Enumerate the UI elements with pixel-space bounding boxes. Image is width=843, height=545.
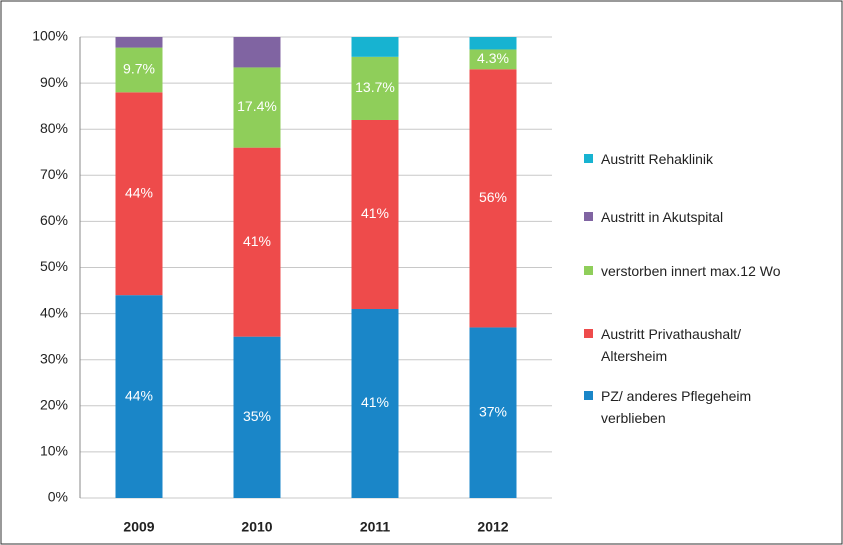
y-tick-label: 90% <box>40 74 68 90</box>
y-tick-label: 40% <box>40 304 68 320</box>
y-tick-label: 100% <box>32 28 68 44</box>
bar-segment <box>469 327 517 498</box>
bar-segment <box>233 147 281 337</box>
y-tick-label: 50% <box>40 258 68 274</box>
x-tick-label: 2011 <box>360 519 391 535</box>
data-label: 41% <box>243 233 271 249</box>
legend-swatch <box>584 212 593 221</box>
legend-label: PZ/ anderes Pflegeheim verblieben <box>601 388 752 426</box>
legend-entry: Austritt Privathaushalt/ Altersheim <box>584 323 799 367</box>
bar-segment <box>115 37 163 48</box>
y-tick-label: 80% <box>40 120 68 136</box>
bar-segment <box>115 295 163 498</box>
x-tick-label: 2010 <box>241 519 272 535</box>
y-tick-label: 30% <box>40 350 68 366</box>
data-label: 4.3% <box>477 50 509 66</box>
legend-entry: Austritt in Akutspital <box>584 206 799 228</box>
y-tick-label: 60% <box>40 212 68 228</box>
data-label: 35% <box>243 408 271 424</box>
legend-entry: PZ/ anderes Pflegeheim verblieben <box>584 385 799 429</box>
y-tick-label: 70% <box>40 166 68 182</box>
legend-label: Austritt Privathaushalt/ Altersheim <box>601 326 742 364</box>
data-label: 56% <box>479 189 507 205</box>
x-tick-label: 2012 <box>477 519 508 535</box>
bar-segment <box>351 56 399 120</box>
legend-label: Austritt Rehaklinik <box>601 151 714 167</box>
y-tick-label: 0% <box>48 489 68 505</box>
bar-segment <box>115 47 163 93</box>
legend-entry: verstorben innert max.12 Wo <box>584 260 799 282</box>
bar-segment <box>233 67 281 148</box>
bar-segment <box>469 37 517 50</box>
legend-swatch <box>584 154 593 163</box>
legend-label: verstorben innert max.12 Wo <box>601 263 781 279</box>
data-label: 41% <box>361 205 389 221</box>
legend-swatch <box>584 329 593 338</box>
bar-segment <box>115 92 163 296</box>
data-label: 41% <box>361 394 389 410</box>
bar-segment <box>351 308 399 498</box>
data-label: 13.7% <box>355 79 395 95</box>
bar-segment <box>469 49 517 70</box>
data-label: 44% <box>125 184 153 200</box>
bar-segment <box>469 69 517 328</box>
data-label: 37% <box>479 403 507 419</box>
legend-label: Austritt in Akutspital <box>601 209 724 225</box>
legend-entry: Austritt Rehaklinik <box>584 148 799 170</box>
x-tick-label: 2009 <box>123 519 154 535</box>
y-tick-label: 20% <box>40 397 68 413</box>
bar-segment <box>233 37 281 68</box>
legend-swatch <box>584 391 593 400</box>
bar-segment <box>351 119 399 309</box>
data-label: 44% <box>125 387 153 403</box>
y-tick-label: 10% <box>40 443 68 459</box>
data-label: 17.4% <box>237 98 277 114</box>
bar-segment <box>351 37 399 57</box>
data-label: 9.7% <box>123 61 155 77</box>
bar-segment <box>233 336 281 498</box>
legend-swatch <box>584 266 593 275</box>
